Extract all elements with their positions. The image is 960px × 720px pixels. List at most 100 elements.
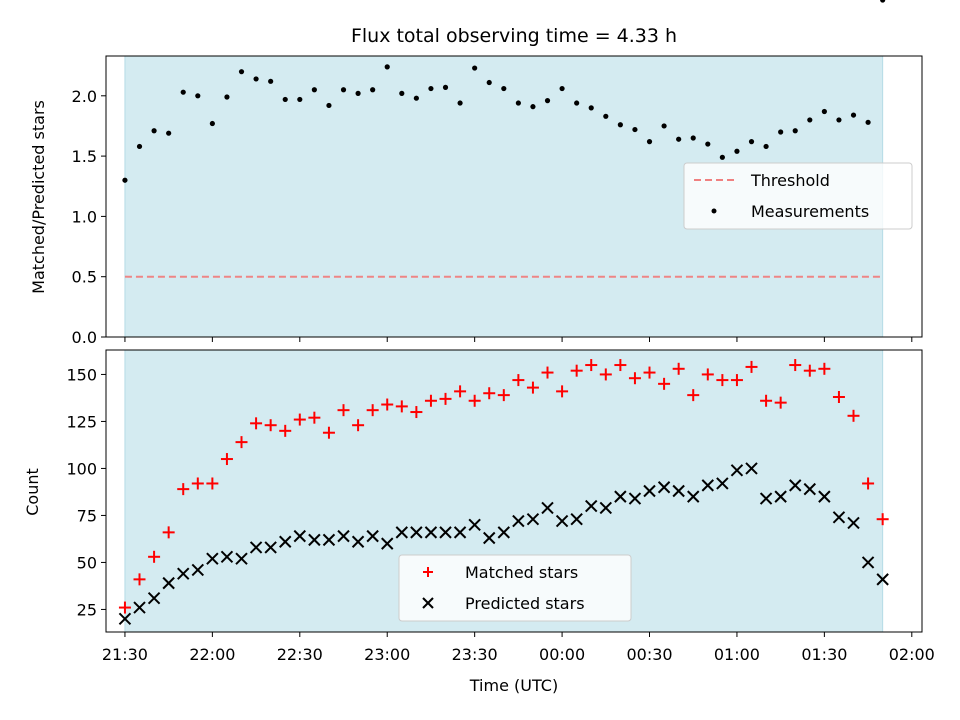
matched-legend-swatch	[423, 567, 433, 577]
measurement-point	[632, 126, 638, 133]
count-axes-frame	[105, 349, 923, 633]
matched-stars-point	[628, 372, 641, 385]
matched-stars-point	[687, 389, 700, 402]
matched-stars-point	[774, 396, 787, 409]
measurement-point	[850, 112, 857, 118]
measurement-point	[807, 117, 813, 123]
x-tick-label: 00:30	[626, 645, 672, 664]
measurement-point	[501, 85, 507, 92]
measurement-point	[224, 94, 230, 100]
measurement-point	[734, 148, 740, 154]
predicted-stars-point	[512, 514, 525, 528]
measurement-point	[413, 95, 419, 101]
ratio-y-tick-label: 0.0	[72, 328, 97, 347]
matched-stars-point	[264, 419, 277, 432]
predicted-stars-point	[439, 526, 452, 539]
measurement-point	[136, 143, 143, 150]
matched-stars-point	[541, 366, 554, 379]
matched-stars-points	[118, 359, 889, 614]
matched-stars-point	[745, 360, 758, 373]
measurement-point	[399, 90, 405, 96]
predicted-stars-point	[672, 484, 685, 498]
measurement-point	[268, 78, 274, 84]
ratio-y-tick-label: 0.5	[72, 268, 97, 287]
measurement-point	[253, 76, 259, 82]
predicted-stars-point	[497, 526, 511, 539]
matched-stars-point	[410, 406, 423, 419]
predicted-stars-point	[395, 526, 409, 539]
matched-stars-point	[468, 394, 481, 407]
measurement-point	[617, 122, 623, 128]
measurement-point	[442, 84, 449, 90]
matched-stars-point	[293, 413, 306, 426]
measurement-point	[340, 87, 347, 93]
predicted-stars-point	[730, 464, 744, 477]
count-y-tick-label: 25	[77, 600, 97, 619]
count-legend: Matched stars Predicted stars	[398, 554, 632, 622]
ratio-y-axis-label: Matched/Predicted stars	[29, 100, 48, 294]
measurement-point	[836, 117, 842, 123]
predicted-stars-point	[293, 529, 307, 543]
measurement-point	[122, 177, 128, 183]
predicted-stars-point	[191, 563, 205, 577]
predicted-stars-point	[235, 552, 248, 565]
matched-stars-point	[658, 377, 671, 390]
measurement-point	[792, 128, 798, 134]
matched-stars-point	[614, 359, 627, 372]
matched-stars-point	[454, 385, 467, 398]
matched-stars-point	[876, 513, 889, 526]
measurement-point	[166, 130, 172, 136]
matched-stars-point	[818, 362, 831, 375]
predicted-stars-point	[337, 529, 350, 543]
matched-stars-point	[381, 398, 394, 411]
matched-legend-label: Matched stars	[465, 563, 578, 582]
predicted-stars-point	[876, 573, 889, 586]
matched-stars-point	[191, 477, 204, 490]
predicted-stars-point	[220, 550, 234, 564]
predicted-stars-points	[118, 462, 889, 626]
measurement-points	[122, 0, 886, 183]
matched-stars-point	[760, 394, 773, 407]
x-tick-label: 22:00	[189, 645, 235, 664]
matched-stars-point	[701, 368, 714, 381]
measurement-point	[428, 85, 434, 92]
count-y-tick-label: 125	[66, 412, 97, 431]
predicted-legend-swatch	[422, 597, 434, 609]
predicted-stars-point	[555, 514, 569, 528]
count-y-tick-label: 150	[66, 365, 97, 384]
measurement-point	[676, 136, 682, 142]
predicted-stars-point	[351, 535, 365, 548]
matched-stars-point	[118, 601, 131, 614]
matched-stars-point	[672, 362, 685, 375]
predicted-stars-point	[206, 552, 219, 565]
matched-stars-point	[322, 426, 335, 439]
predicted-stars-point	[162, 576, 175, 590]
measurement-point	[151, 128, 157, 134]
matched-stars-point	[308, 411, 321, 424]
measurement-point	[370, 87, 376, 93]
ratio-y-tick-label: 1.0	[72, 207, 97, 226]
matched-stars-point	[862, 477, 875, 490]
ratio-y-tick-label: 2.0	[72, 87, 97, 106]
matched-stars-point	[279, 424, 292, 437]
measurement-point	[544, 98, 551, 104]
measurement-point	[821, 108, 827, 115]
matched-stars-point	[439, 392, 452, 405]
matched-stars-point	[148, 550, 161, 563]
predicted-stars-point	[177, 567, 190, 580]
x-tick-label: 01:00	[714, 645, 760, 664]
ratio-axes-frame	[105, 55, 923, 338]
measurement-point	[180, 89, 186, 95]
measurement-point	[646, 139, 653, 145]
measurement-point	[559, 85, 565, 92]
matched-stars-point	[483, 387, 496, 400]
predicted-stars-point	[424, 526, 438, 539]
matched-stars-point	[803, 364, 816, 377]
matched-stars-point	[570, 364, 583, 377]
count-y-tick-label: 100	[66, 459, 97, 478]
measurement-point	[719, 154, 725, 160]
measurement-point	[530, 104, 536, 110]
predicted-stars-point	[118, 612, 132, 626]
predicted-stars-point	[789, 479, 802, 492]
matched-stars-point	[177, 483, 190, 496]
